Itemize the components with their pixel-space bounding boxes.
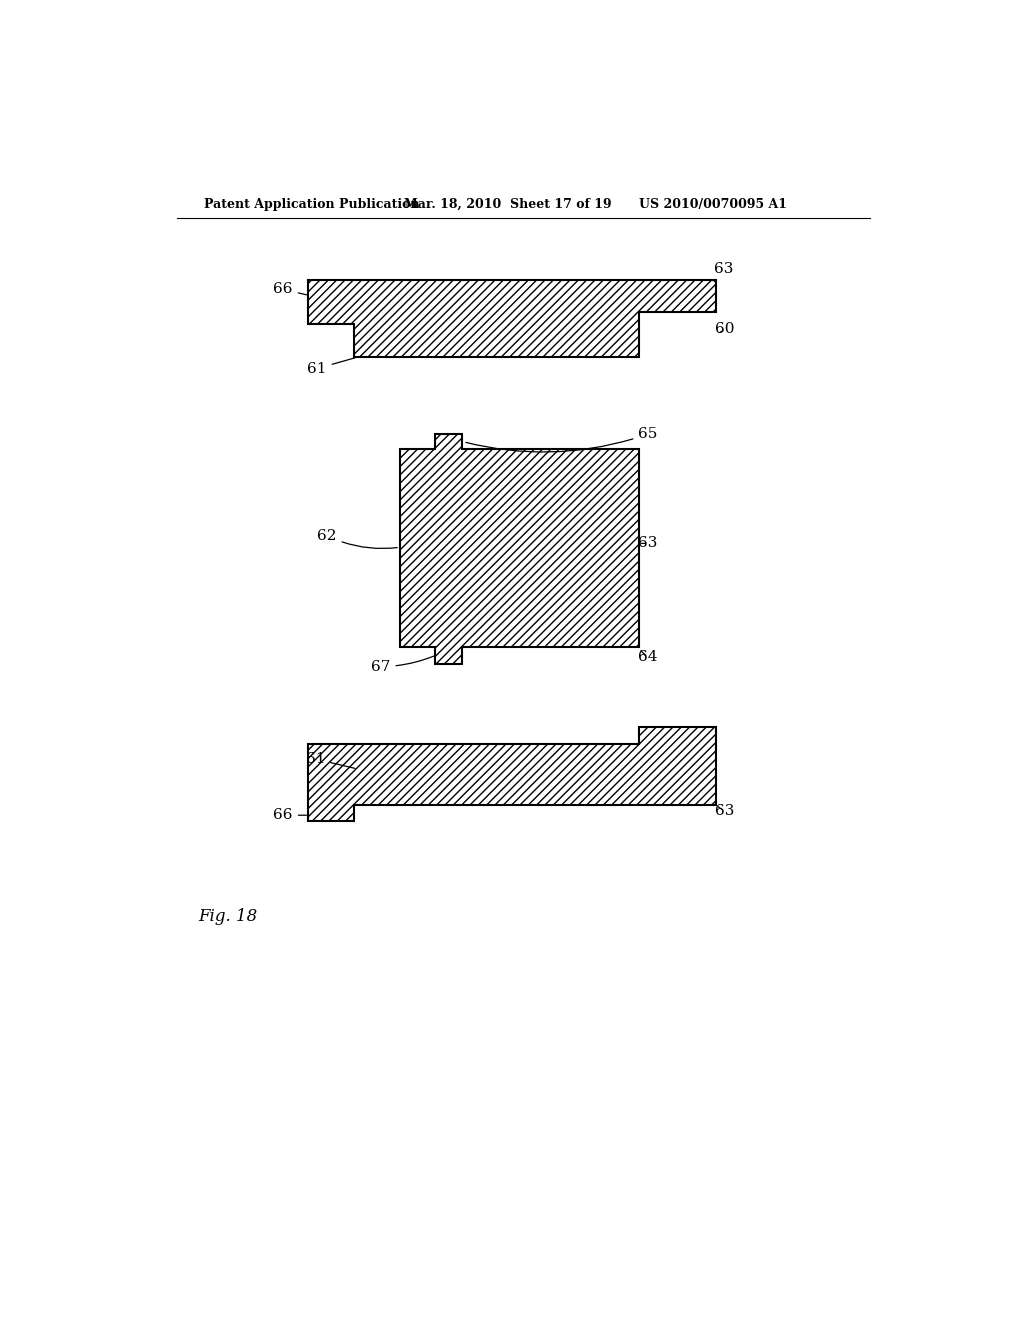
Polygon shape bbox=[307, 280, 716, 358]
Text: 61: 61 bbox=[305, 752, 355, 768]
Text: 62: 62 bbox=[317, 529, 397, 549]
Text: 65: 65 bbox=[466, 428, 657, 451]
Text: 66: 66 bbox=[273, 282, 306, 296]
Text: 61: 61 bbox=[307, 358, 355, 376]
Polygon shape bbox=[307, 726, 716, 821]
Text: 63: 63 bbox=[716, 804, 734, 818]
Text: US 2010/0070095 A1: US 2010/0070095 A1 bbox=[639, 198, 786, 211]
Text: 66: 66 bbox=[273, 808, 306, 822]
Text: 63: 63 bbox=[638, 536, 657, 550]
Text: 64: 64 bbox=[638, 651, 657, 664]
Text: 60: 60 bbox=[715, 322, 735, 337]
Text: 67: 67 bbox=[371, 656, 434, 673]
Text: Patent Application Publication: Patent Application Publication bbox=[204, 198, 419, 211]
Text: Fig. 18: Fig. 18 bbox=[199, 908, 258, 925]
Text: Mar. 18, 2010  Sheet 17 of 19: Mar. 18, 2010 Sheet 17 of 19 bbox=[403, 198, 611, 211]
Text: 63: 63 bbox=[714, 261, 733, 281]
Polygon shape bbox=[400, 434, 639, 664]
